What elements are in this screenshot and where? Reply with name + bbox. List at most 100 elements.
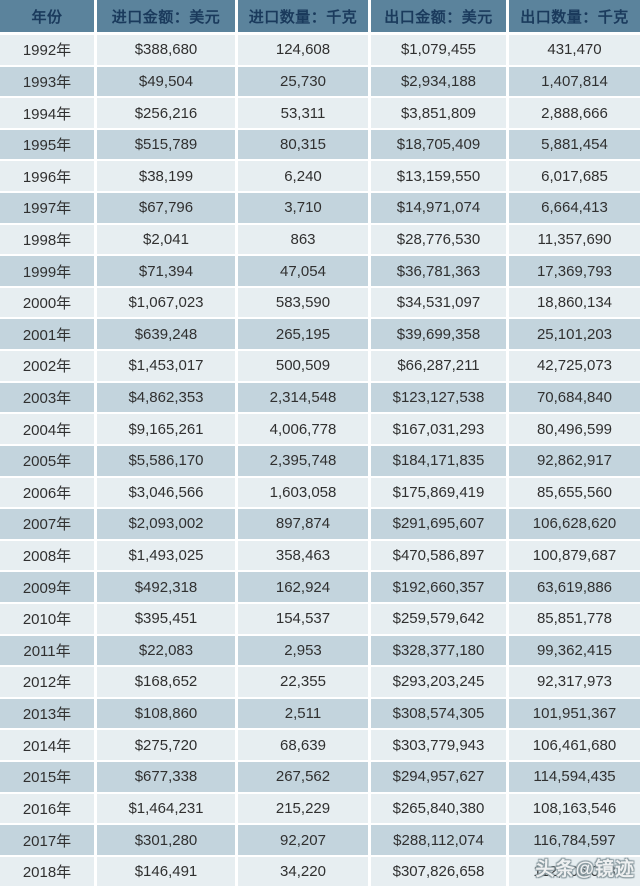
year-cell: 2001年	[0, 319, 97, 352]
table-row: 2017年 $301,280 92,207 $288,112,074 116,784,5…	[0, 825, 640, 857]
table-row: 2012年 $168,652 22,355 $293,203,245 92,317,97…	[0, 667, 640, 699]
import-quantity-cell: 162,924	[238, 572, 371, 604]
import-amount-cell: $1,453,017	[97, 351, 238, 383]
export-amount-cell: $328,377,180	[371, 635, 509, 668]
export-quantity-cell: 101,951,367	[509, 698, 640, 731]
table-row: 2015年 $677,338 267,562 $294,957,627 114,594,…	[0, 762, 640, 794]
table-row: 1997年 $67,796 3,710 $14,971,074 6,664,413	[0, 193, 640, 225]
import-amount-cell: $4,862,353	[97, 382, 238, 415]
year-cell: 2010年	[0, 603, 97, 636]
import-quantity-cell: 154,537	[238, 603, 371, 636]
column-header-export-quantity: 出口数量：千克	[509, 0, 640, 35]
year-cell: 2011年	[0, 635, 97, 668]
table-row: 2009年 $492,318 162,924 $192,660,357 63,619,8…	[0, 572, 640, 604]
export-quantity-cell: 80,496,599	[509, 414, 640, 446]
year-cell: 2008年	[0, 540, 97, 573]
import-quantity-cell: 583,590	[238, 287, 371, 320]
table-row: 1992年 $388,680 124,608 $1,079,455 431,470	[0, 35, 640, 67]
year-cell: 2018年	[0, 856, 97, 886]
export-amount-cell: $288,112,074	[371, 825, 509, 857]
import-amount-cell: $256,216	[97, 98, 238, 130]
export-amount-cell: $2,934,188	[371, 66, 509, 99]
export-amount-cell: $3,851,809	[371, 98, 509, 130]
import-amount-cell: $9,165,261	[97, 414, 238, 446]
table-row: 2006年 $3,046,566 1,603,058 $175,869,419 85,6…	[0, 477, 640, 510]
import-quantity-cell: 2,953	[238, 635, 371, 668]
table-row: 2007年 $2,093,002 897,874 $291,695,607 106,62…	[0, 509, 640, 541]
export-quantity-cell: 42,725,073	[509, 351, 640, 383]
year-cell: 2015年	[0, 762, 97, 794]
import-quantity-cell: 1,603,058	[238, 477, 371, 510]
year-cell: 2003年	[0, 382, 97, 415]
import-quantity-cell: 80,315	[238, 129, 371, 162]
table-row: 1996年 $38,199 6,240 $13,159,550 6,017,685	[0, 161, 640, 194]
import-amount-cell: $2,093,002	[97, 509, 238, 541]
import-quantity-cell: 25,730	[238, 66, 371, 99]
export-quantity-cell: 100,879,687	[509, 540, 640, 573]
year-cell: 1992年	[0, 35, 97, 67]
export-quantity-cell: 112,706,088	[509, 856, 640, 886]
export-amount-cell: $18,705,409	[371, 129, 509, 162]
export-quantity-cell: 114,594,435	[509, 762, 640, 794]
year-cell: 2013年	[0, 698, 97, 731]
table-row: 2018年 $146,491 34,220 $307,826,658 112,706,0…	[0, 856, 640, 886]
column-header-import-amount: 进口金额：美元	[97, 0, 238, 35]
import-amount-cell: $1,464,231	[97, 793, 238, 826]
import-quantity-cell: 267,562	[238, 762, 371, 794]
export-quantity-cell: 116,784,597	[509, 825, 640, 857]
export-quantity-cell: 85,851,778	[509, 603, 640, 636]
table-row: 2000年 $1,067,023 583,590 $34,531,097 18,860,…	[0, 287, 640, 320]
year-cell: 2017年	[0, 825, 97, 857]
import-amount-cell: $49,504	[97, 66, 238, 99]
import-amount-cell: $168,652	[97, 667, 238, 699]
import-amount-cell: $5,586,170	[97, 445, 238, 478]
year-cell: 1996年	[0, 161, 97, 194]
table-header-row: 年份 进口金额：美元 进口数量：千克 出口金额：美元 出口数量：千克	[0, 0, 640, 35]
table-row: 2016年 $1,464,231 215,229 $265,840,380 108,16…	[0, 793, 640, 826]
import-quantity-cell: 2,511	[238, 698, 371, 731]
import-quantity-cell: 500,509	[238, 351, 371, 383]
export-quantity-cell: 6,664,413	[509, 193, 640, 225]
import-quantity-cell: 34,220	[238, 856, 371, 886]
export-quantity-cell: 17,369,793	[509, 256, 640, 288]
table-row: 2011年 $22,083 2,953 $328,377,180 99,362,415	[0, 635, 640, 668]
import-quantity-cell: 92,207	[238, 825, 371, 857]
import-amount-cell: $38,199	[97, 161, 238, 194]
import-quantity-cell: 53,311	[238, 98, 371, 130]
table-row: 2002年 $1,453,017 500,509 $66,287,211 42,725,…	[0, 351, 640, 383]
import-quantity-cell: 2,395,748	[238, 445, 371, 478]
year-cell: 1993年	[0, 66, 97, 99]
import-quantity-cell: 3,710	[238, 193, 371, 225]
export-amount-cell: $39,699,358	[371, 319, 509, 352]
export-quantity-cell: 92,317,973	[509, 667, 640, 699]
year-cell: 2012年	[0, 667, 97, 699]
import-amount-cell: $22,083	[97, 635, 238, 668]
export-amount-cell: $192,660,357	[371, 572, 509, 604]
export-amount-cell: $294,957,627	[371, 762, 509, 794]
table-row: 1993年 $49,504 25,730 $2,934,188 1,407,814	[0, 66, 640, 99]
import-quantity-cell: 68,639	[238, 730, 371, 763]
import-amount-cell: $1,067,023	[97, 287, 238, 320]
year-cell: 1998年	[0, 224, 97, 257]
import-amount-cell: $515,789	[97, 129, 238, 162]
export-amount-cell: $307,826,658	[371, 856, 509, 886]
import-quantity-cell: 897,874	[238, 509, 371, 541]
import-amount-cell: $388,680	[97, 35, 238, 67]
export-quantity-cell: 108,163,546	[509, 793, 640, 826]
year-cell: 2002年	[0, 351, 97, 383]
export-quantity-cell: 85,655,560	[509, 477, 640, 510]
import-quantity-cell: 358,463	[238, 540, 371, 573]
import-amount-cell: $67,796	[97, 193, 238, 225]
export-quantity-cell: 63,619,886	[509, 572, 640, 604]
import-amount-cell: $677,338	[97, 762, 238, 794]
export-quantity-cell: 106,628,620	[509, 509, 640, 541]
column-header-year: 年份	[0, 0, 97, 35]
import-amount-cell: $1,493,025	[97, 540, 238, 573]
export-quantity-cell: 92,862,917	[509, 445, 640, 478]
export-amount-cell: $13,159,550	[371, 161, 509, 194]
import-quantity-cell: 863	[238, 224, 371, 257]
export-quantity-cell: 2,888,666	[509, 98, 640, 130]
import-quantity-cell: 124,608	[238, 35, 371, 67]
year-cell: 2016年	[0, 793, 97, 826]
